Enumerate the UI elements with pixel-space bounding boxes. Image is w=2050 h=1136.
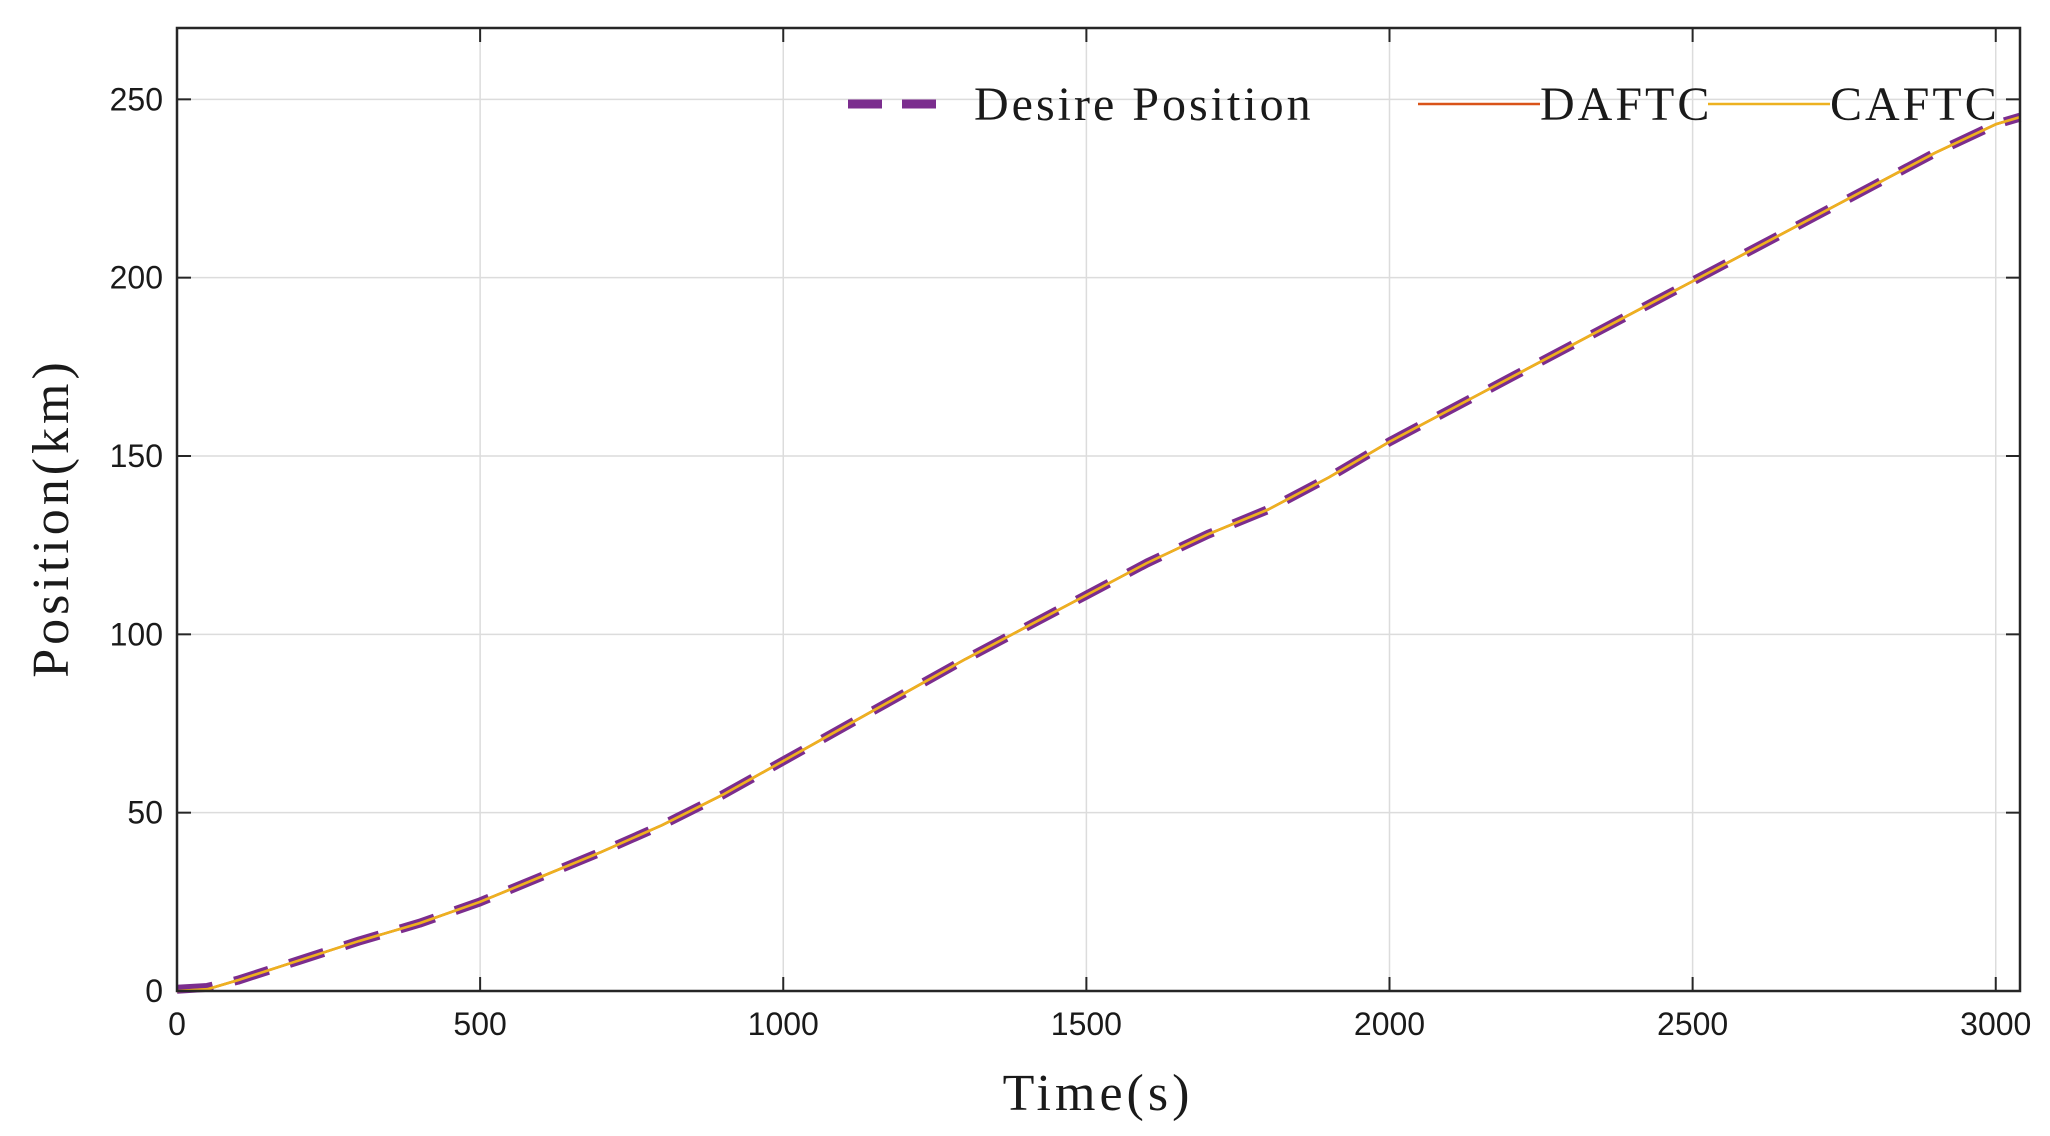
grid-lines [176, 28, 2020, 992]
plot-background [177, 28, 2020, 991]
y-tick-label: 250 [110, 81, 163, 117]
y-tick-label: 50 [127, 795, 163, 831]
plot-frame [175, 26, 2022, 993]
y-tick-label: 100 [110, 616, 163, 652]
legend: Desire Position DAFTC CAFTC [848, 78, 2000, 131]
x-axis-title: Time(s) [1003, 1065, 1194, 1122]
y-tick-label: 150 [110, 438, 163, 474]
legend-label-desire-position: Desire Position [974, 78, 1314, 131]
y-tick-label: 0 [145, 973, 163, 1009]
x-tick-label: 1000 [748, 1006, 819, 1042]
y-axis-title: Position(km) [23, 358, 80, 678]
y-tick-label: 200 [110, 260, 163, 296]
legend-label-daftc: DAFTC [1540, 78, 1712, 131]
x-tick-label: 1500 [1051, 1006, 1122, 1042]
legend-label-caftc: CAFTC [1830, 78, 2000, 131]
series-layer [176, 112, 2022, 994]
x-tick-label: 3000 [1960, 1006, 2031, 1042]
x-tick-label: 0 [168, 1006, 186, 1042]
x-tick-label: 2000 [1354, 1006, 1425, 1042]
x-tick-label: 500 [453, 1006, 506, 1042]
axis-ticks: 0 500 1000 1500 2000 2500 3000 0 50 100 150 200 250 [110, 28, 2031, 1042]
x-tick-label: 2500 [1657, 1006, 1728, 1042]
series-line-caftc [176, 115, 2021, 993]
